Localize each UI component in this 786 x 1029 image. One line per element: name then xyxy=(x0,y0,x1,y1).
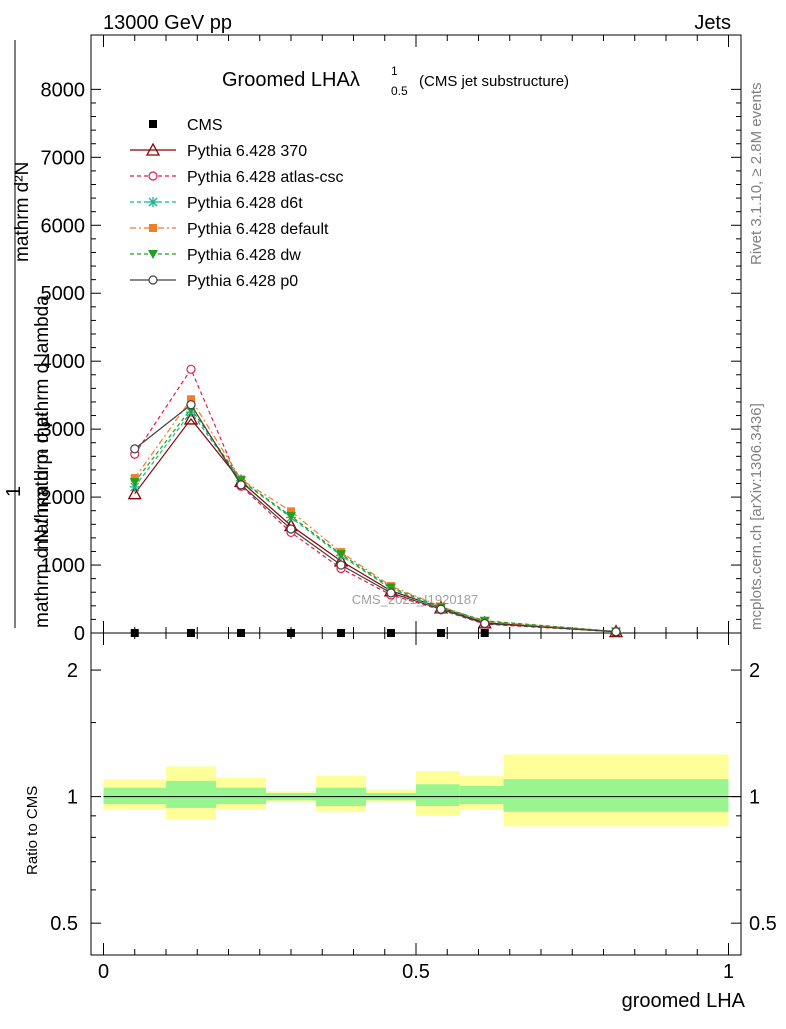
ylabel-denominator: mathrm d pₜ mathrm d lambda xyxy=(32,295,53,550)
x-axis-label: groomed LHA xyxy=(622,990,746,1012)
series-0-point-3 xyxy=(287,629,295,637)
ratio-ytick-label-right: 0.5 xyxy=(749,913,777,935)
series-layer xyxy=(127,364,624,638)
title-superscript: 1 xyxy=(391,64,398,78)
legend-marker-5 xyxy=(148,250,158,259)
series-6-point-0 xyxy=(130,444,140,454)
series-4-point-3 xyxy=(287,507,295,516)
legend-entry-6: Pythia 6.428 p0 xyxy=(130,273,298,290)
ratio-ylabel: Ratio to CMS xyxy=(24,786,41,875)
series-6-point-1 xyxy=(186,400,196,410)
rivet-label: Rivet 3.1.10, ≥ 2.8M events xyxy=(748,83,765,266)
series-6-point-8 xyxy=(611,627,621,637)
ratio-inner-band-6 xyxy=(416,784,460,806)
series-5-point-5 xyxy=(386,583,396,593)
ylabel-norm: mathrm d N / mathrm d pₜ xyxy=(32,411,53,628)
main-y-axis: 0 1000 2000 3000 4000 5000 6000 7000 8000 xyxy=(41,79,741,645)
header-energy: 13000 GeV pp xyxy=(103,12,232,34)
legend-label-4: Pythia 6.428 default xyxy=(187,221,329,238)
legend-entry-5: Pythia 6.428 dw xyxy=(130,247,301,264)
legend-label-3: Pythia 6.428 d6t xyxy=(187,195,303,212)
legend-marker-1 xyxy=(145,142,161,156)
legend-entry-3: Pythia 6.428 d6t xyxy=(130,195,303,212)
ratio-inner-band-0 xyxy=(103,787,166,805)
main-ytick-label: 6000 xyxy=(41,215,86,237)
ratio-ytick-label-right: 1 xyxy=(749,787,760,809)
series-6-point-6 xyxy=(436,604,446,614)
series-4-point-1 xyxy=(187,395,195,404)
series-6-point-2 xyxy=(236,480,246,490)
series-0-point-1 xyxy=(187,629,195,637)
series-5-point-3 xyxy=(286,512,296,522)
series-6-point-3 xyxy=(286,524,296,534)
series-0-point-5 xyxy=(387,629,395,637)
main-ytick-label: 5000 xyxy=(41,283,86,305)
main-ytick-label: 0 xyxy=(74,623,85,645)
legend-marker-3 xyxy=(148,197,158,207)
legend-marker-6 xyxy=(148,275,158,285)
series-5-point-0 xyxy=(129,478,140,488)
series-4-point-0 xyxy=(130,474,139,483)
legend-label-1: Pythia 6.428 370 xyxy=(187,143,307,160)
title-subscript: 0.5 xyxy=(391,84,408,98)
legend-entry-4: Pythia 6.428 default xyxy=(130,221,329,238)
legend-marker-4 xyxy=(149,224,157,232)
main-ytick-label: 1000 xyxy=(41,555,86,577)
legend-entry-0: CMS xyxy=(149,117,223,134)
main-ytick-label: 7000 xyxy=(41,147,86,169)
x-tick-label: 0.5 xyxy=(402,961,430,983)
legend-label-6: Pythia 6.428 p0 xyxy=(187,273,298,290)
legend-label-2: Pythia 6.428 atlas-csc xyxy=(187,169,344,186)
x-tick-label: 0 xyxy=(98,961,109,983)
legend-label-5: Pythia 6.428 dw xyxy=(187,247,301,264)
ratio-ytick-label-right: 2 xyxy=(749,660,760,682)
series-0-point-0 xyxy=(130,629,139,637)
series-6-point-7 xyxy=(480,618,490,629)
ratio-inner-band-8 xyxy=(503,779,729,812)
legend-label-0: CMS xyxy=(187,117,223,134)
ylabel-one: 1 xyxy=(3,486,25,497)
main-ytick-label: 2000 xyxy=(41,487,86,509)
ratio-ytick-label: 1 xyxy=(67,787,78,809)
ratio-inner-band-2 xyxy=(216,787,266,805)
series-0-point-7 xyxy=(480,629,489,637)
title-main: Groomed LHAλ xyxy=(222,69,360,91)
plot-title: Groomed LHAλ 1 0.5 (CMS jet substructure… xyxy=(222,64,569,98)
ratio-uncertainty-bands xyxy=(103,754,741,827)
mcplots-label: mcplots.cern.ch [arXiv:1306.3436] xyxy=(748,403,765,630)
series-6-point-5 xyxy=(386,588,396,598)
series-0-point-2 xyxy=(237,629,245,637)
ylabel-numerator: mathrm d²N xyxy=(12,162,33,262)
legend-entry-2: Pythia 6.428 atlas-csc xyxy=(130,169,344,186)
legend: CMS Pythia 6.428 370 Pythia 6.428 atlas-cs… xyxy=(130,117,344,290)
main-ytick-label: 4000 xyxy=(41,351,86,373)
series-6-point-4 xyxy=(336,560,346,570)
main-ytick-label: 8000 xyxy=(41,79,86,101)
series-line-4 xyxy=(134,398,617,633)
title-note: (CMS jet substructure) xyxy=(419,73,569,90)
x-axis: 0 0.5 1 xyxy=(98,35,734,983)
ratio-ytick-label: 0.5 xyxy=(50,913,78,935)
series-1-point-0 xyxy=(127,486,142,500)
x-tick-label: 1 xyxy=(723,961,734,983)
ratio-inner-band-7 xyxy=(459,785,504,805)
ratio-inner-band-1 xyxy=(166,780,216,808)
series-0-point-4 xyxy=(337,629,345,637)
main-ytick-label: 3000 xyxy=(41,419,86,441)
legend-marker-2 xyxy=(148,171,158,181)
legend-marker-3-stroke xyxy=(148,197,158,207)
ratio-ytick-label: 2 xyxy=(67,660,78,682)
series-5-point-4 xyxy=(336,550,346,560)
series-2-point-1 xyxy=(186,364,196,374)
ratio-y-axis: 0.5 0.5 1 1 2 2 xyxy=(50,660,777,935)
legend-entry-1: Pythia 6.428 370 xyxy=(130,142,307,160)
legend-marker-0 xyxy=(149,120,157,128)
series-0-point-6 xyxy=(437,629,445,637)
header-jets: Jets xyxy=(694,12,731,34)
series-1-point-1 xyxy=(183,411,199,425)
